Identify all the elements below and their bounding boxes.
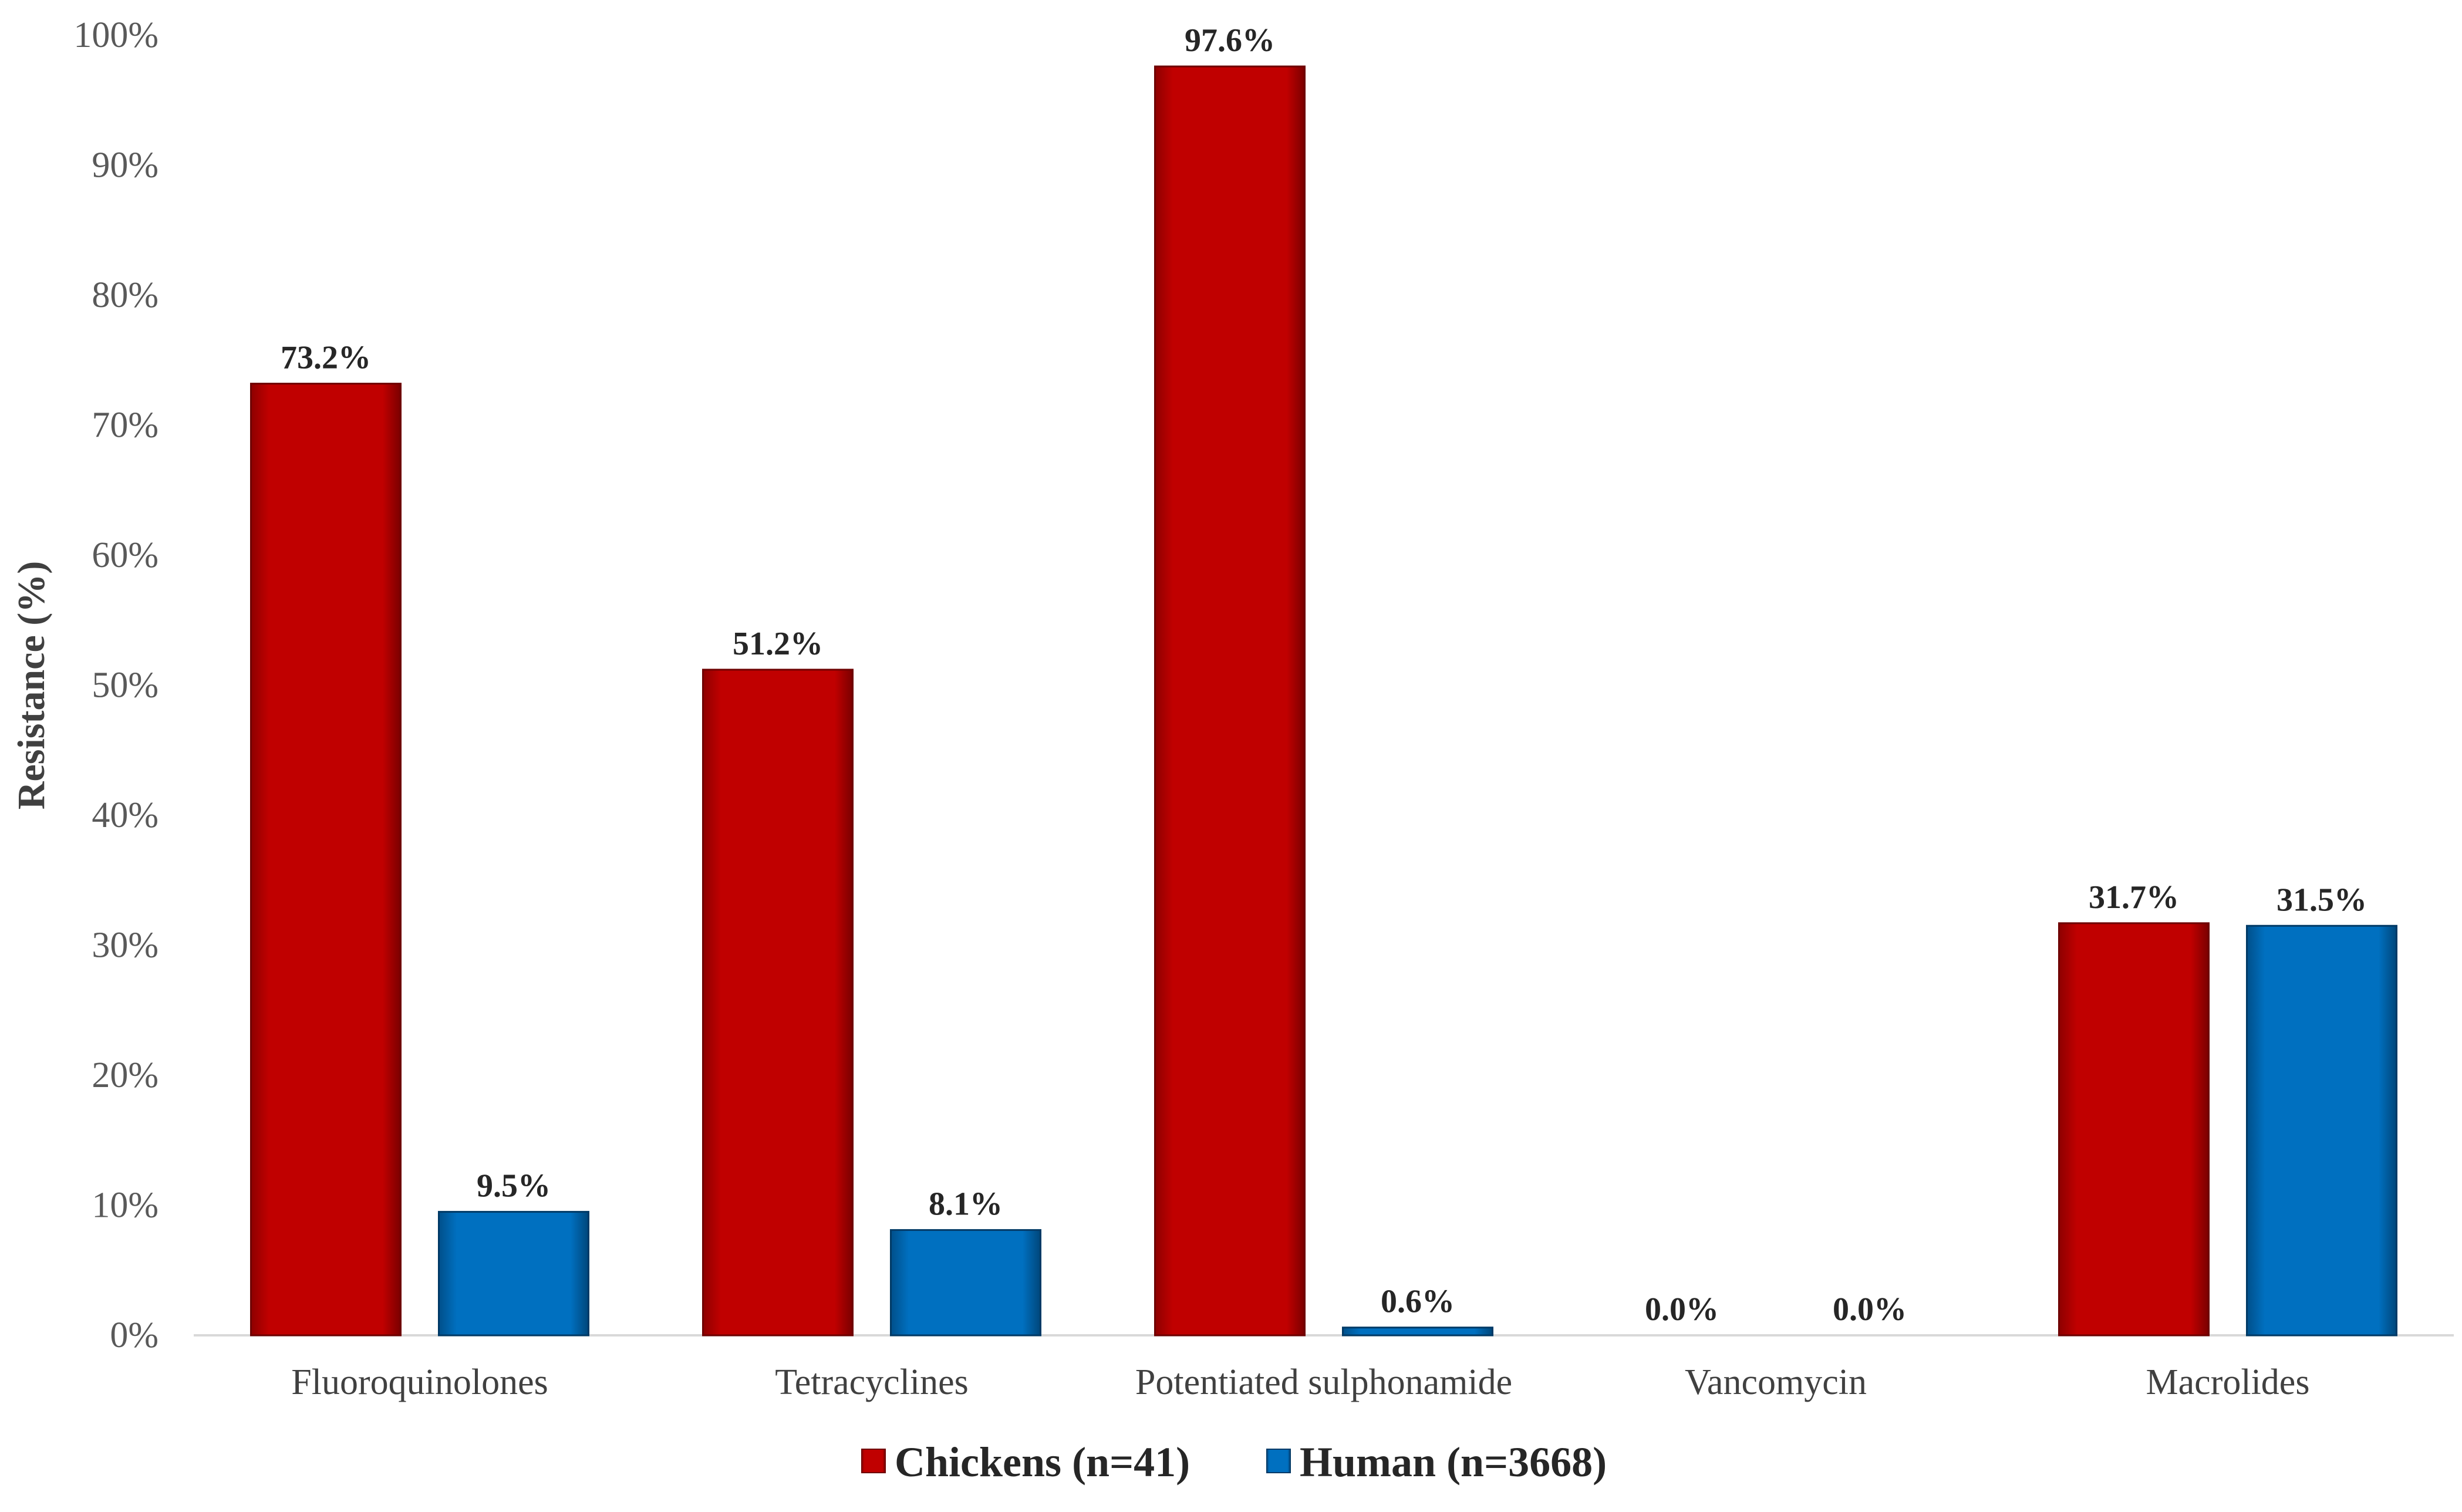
data-label: 0.0% [1833, 1291, 1907, 1328]
data-label: 31.5% [2276, 882, 2367, 918]
data-label: 51.2% [733, 626, 823, 662]
y-tick-label: 40% [92, 795, 158, 835]
y-tick-label: 100% [73, 15, 158, 55]
bar-human [2246, 924, 2397, 1337]
data-label: 8.1% [929, 1186, 1003, 1223]
legend-swatch [861, 1449, 886, 1473]
bar-chickens [2058, 922, 2210, 1337]
data-label: 31.7% [2089, 879, 2179, 916]
legend-swatch [1266, 1449, 1291, 1473]
bars [250, 65, 2397, 1337]
bar-human [890, 1229, 1041, 1337]
data-label: 97.6% [1185, 22, 1275, 59]
data-label: 0.0% [1645, 1291, 1719, 1328]
bar-human [1342, 1327, 1493, 1337]
category-label: Macrolides [2146, 1362, 2310, 1402]
y-tick-label: 70% [92, 406, 158, 446]
data-label: 0.6% [1381, 1284, 1455, 1320]
legend-label: Chickens (n=41) [895, 1439, 1190, 1486]
y-tick-label: 50% [92, 666, 158, 706]
bar-human [438, 1211, 589, 1337]
y-axis-ticks: 0% 10% 20% 30% 40% 50% 60% 70% 80% 90% 100% [73, 15, 158, 1355]
y-tick-label: 0% [110, 1315, 158, 1355]
category-label: Tetracyclines [775, 1362, 969, 1402]
y-tick-label: 60% [92, 535, 158, 575]
y-tick-label: 30% [92, 926, 158, 966]
data-label: 73.2% [281, 340, 371, 376]
legend-label: Human (n=3668) [1300, 1439, 1607, 1486]
y-tick-label: 80% [92, 275, 158, 315]
data-labels: 73.2% 9.5% 51.2% 8.1% 97.6% 0.6% 0.0% 0.0% 31.7%… [281, 22, 2367, 1328]
data-label: 9.5% [477, 1168, 551, 1204]
y-axis-title: Resistance (%) [10, 561, 53, 809]
y-tick-label: 20% [92, 1055, 158, 1095]
bar-chickens [1154, 65, 1306, 1337]
category-label: Fluoroquinolones [291, 1362, 548, 1402]
legend: Chickens (n=41) Human (n=3668) [861, 1439, 1607, 1486]
bar-chickens [702, 669, 854, 1337]
y-tick-label: 10% [92, 1186, 158, 1226]
category-labels: Fluoroquinolones Tetracyclines Potentiated… [291, 1362, 2309, 1402]
category-label: Potentiated sulphonamide [1135, 1362, 1512, 1402]
category-label: Vancomycin [1685, 1362, 1867, 1402]
bar-chickens [250, 383, 402, 1337]
y-tick-label: 90% [92, 146, 158, 185]
